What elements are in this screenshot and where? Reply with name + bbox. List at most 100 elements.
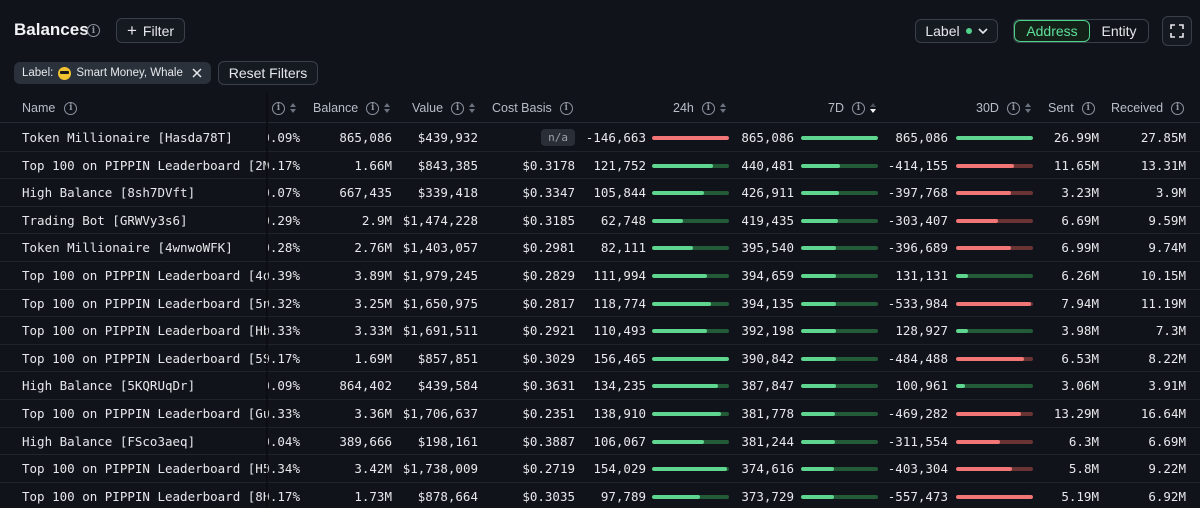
row-24h: 156,465: [575, 345, 646, 372]
row-7d-text: 392,198: [741, 323, 794, 339]
row-value-text: $857,851: [417, 350, 478, 366]
info-icon[interactable]: i: [366, 101, 380, 115]
column-value[interactable]: Value i: [412, 93, 476, 123]
row-cost-basis-text: $0.3035: [522, 488, 575, 504]
column-percent[interactable]: i: [272, 93, 296, 123]
fullscreen-button[interactable]: [1162, 16, 1192, 46]
info-icon[interactable]: i: [1006, 101, 1020, 115]
entity-toggle[interactable]: Entity: [1101, 23, 1137, 39]
column-received[interactable]: Received i: [1111, 93, 1185, 123]
row-percent: 0.04%: [268, 428, 300, 455]
sort-desc-icon[interactable]: [869, 103, 876, 113]
table-row[interactable]: High Balance [FSco3aeq] 0.04% 389,666 $198,…: [0, 428, 1200, 456]
info-icon[interactable]: i: [559, 101, 573, 115]
row-balance-text: 1.73M: [354, 488, 392, 504]
row-percent-text: 0.34%: [268, 461, 300, 477]
column-sent[interactable]: Sent i: [1048, 93, 1095, 123]
row-h24-bar: [652, 411, 729, 416]
row-h24-bar-fill: [652, 411, 721, 416]
row-name: Top 100 on PIPPIN Leaderboard [4qKsZw8n]: [22, 262, 268, 289]
table-row[interactable]: Token Millionaire [4wnwoWFK] 0.28% 2.76M $1…: [0, 234, 1200, 262]
table-row[interactable]: Top 100 on PIPPIN Leaderboard [Gu7pWe2M]…: [0, 400, 1200, 428]
column-30d[interactable]: 30D i: [976, 93, 1031, 123]
row-name-text: Top 100 on PIPPIN Leaderboard [H5rN8cJz]: [22, 461, 268, 477]
row-name-text: Top 100 on PIPPIN Leaderboard [5SmT4yLq]: [22, 350, 268, 366]
table-row[interactable]: Top 100 on PIPPIN Leaderboard [4qKsZw8n]…: [0, 262, 1200, 290]
table-row[interactable]: Trading Bot [GRWVy3s6] 0.29% 2.9M $1,474,22…: [0, 207, 1200, 235]
row-balance: 3.89M: [300, 262, 392, 289]
row-24h-text: 105,844: [593, 185, 646, 201]
row-24h-text: 134,235: [593, 378, 646, 394]
table-row[interactable]: Top 100 on PIPPIN Leaderboard [5SmT4yLq]…: [0, 345, 1200, 373]
sort-icon[interactable]: [719, 103, 726, 113]
info-icon[interactable]: i: [1171, 101, 1185, 115]
table-row[interactable]: Top 100 on PIPPIN Leaderboard [HbD3kX9p]…: [0, 317, 1200, 345]
row-percent: 0.33%: [268, 317, 300, 344]
table-row[interactable]: Token Millionaire [Hasda78T] 0.09% 865,086…: [0, 124, 1200, 152]
row-sent-text: 6.99M: [1061, 240, 1099, 256]
sort-icon[interactable]: [469, 103, 476, 113]
info-icon[interactable]: i: [1081, 101, 1095, 115]
row-7d: 381,778: [733, 400, 794, 427]
row-name: Top 100 on PIPPIN Leaderboard [Gu7pWe2M]: [22, 400, 268, 427]
row-d30-bar: [956, 163, 1033, 168]
row-h24-bar: [652, 301, 729, 306]
row-value-text: $1,691,511: [402, 323, 478, 339]
table-row[interactable]: Top 100 on PIPPIN Leaderboard [2Mcy7QbR]…: [0, 152, 1200, 180]
column-7d[interactable]: 7D i: [828, 93, 876, 123]
table-row[interactable]: Top 100 on PIPPIN Leaderboard [H5rN8cJz]…: [0, 455, 1200, 483]
filter-button[interactable]: + Filter: [116, 18, 185, 43]
row-h24-bar: [652, 246, 729, 251]
row-value-text: $878,664: [417, 488, 478, 504]
row-cost-basis: $0.3029: [478, 345, 575, 372]
info-icon[interactable]: i: [64, 101, 78, 115]
filter-chip-key: Label:: [22, 67, 54, 79]
column-24h[interactable]: 24h i: [673, 93, 726, 123]
row-24h-text: 156,465: [593, 350, 646, 366]
row-balance-text: 3.36M: [354, 405, 392, 421]
address-toggle[interactable]: Address: [1014, 20, 1090, 42]
reset-filters-button[interactable]: Reset Filters: [218, 61, 318, 85]
row-value-text: $1,738,009: [402, 461, 478, 477]
row-7d-text: 865,086: [741, 130, 794, 145]
row-30d: -397,768: [880, 179, 948, 206]
table-row[interactable]: Top 100 on PIPPIN Leaderboard [8HwQ1tFs]…: [0, 483, 1200, 508]
column-balance[interactable]: Balance i: [313, 93, 391, 123]
active-filter-chip: Label: Smart Money, Whale: [14, 62, 211, 84]
row-received-text: 16.64M: [1140, 405, 1186, 421]
table-row[interactable]: Top 100 on PIPPIN Leaderboard [5nQ2vRtw]…: [0, 290, 1200, 318]
row-d7-bar: [801, 136, 878, 140]
row-cost-basis-text: $0.2981: [522, 240, 575, 256]
sort-icon[interactable]: [290, 103, 296, 113]
row-cost-basis: $0.2719: [478, 455, 575, 482]
row-value: $1,474,228: [392, 207, 478, 234]
info-icon[interactable]: i: [87, 24, 100, 37]
column-cost-basis[interactable]: Cost Basis i: [492, 93, 573, 123]
info-icon[interactable]: i: [701, 101, 715, 115]
row-24h: 154,029: [575, 455, 646, 482]
info-icon[interactable]: i: [851, 101, 865, 115]
row-h24-bar: [652, 356, 729, 361]
sort-icon[interactable]: [1024, 103, 1031, 113]
table-row[interactable]: High Balance [8sh7DVft] 0.07% 667,435 $339,…: [0, 179, 1200, 207]
row-d30-bar-fill: [956, 218, 999, 223]
column-name[interactable]: Name i: [22, 93, 78, 123]
row-cost-basis-text: $0.3347: [522, 185, 575, 201]
column-7d-label: 7D: [828, 101, 844, 115]
row-24h-text: 111,994: [593, 267, 646, 283]
label-dropdown[interactable]: Label: [915, 19, 998, 43]
table-row[interactable]: High Balance [5KQRUqDr] 0.09% 864,402 $439,…: [0, 372, 1200, 400]
sort-icon[interactable]: [384, 103, 391, 113]
info-icon[interactable]: i: [272, 101, 285, 115]
row-percent: 0.39%: [268, 262, 300, 289]
close-icon[interactable]: [192, 68, 202, 78]
row-cost-basis: $0.3035: [478, 483, 575, 508]
row-cost-basis: $0.2921: [478, 317, 575, 344]
row-30d-text: -533,984: [887, 295, 948, 311]
view-toggle: Address Entity: [1013, 19, 1149, 43]
row-24h-text: 118,774: [593, 295, 646, 311]
row-d30-bar: [956, 329, 1033, 334]
row-h24-bar: [652, 494, 729, 499]
info-icon[interactable]: i: [451, 101, 465, 115]
row-name-text: Trading Bot [GRWVy3s6]: [22, 212, 188, 228]
